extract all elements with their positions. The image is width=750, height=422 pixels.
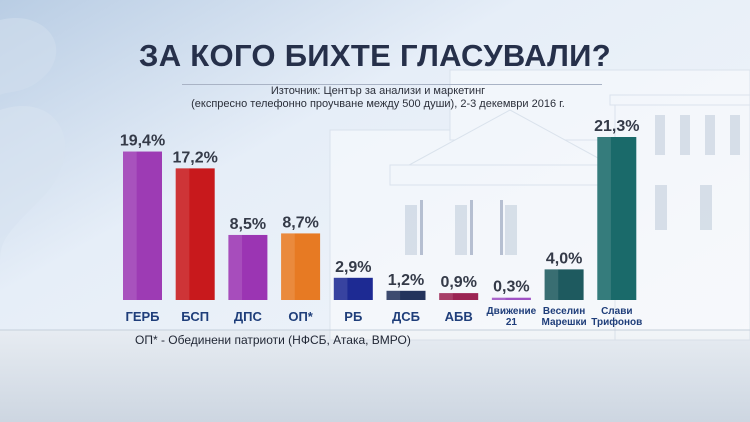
value-label: 17,2%: [173, 149, 218, 166]
value-label: 0,3%: [493, 279, 529, 296]
bar-highlight: [597, 137, 611, 300]
value-label: 21,3%: [594, 118, 639, 135]
value-label: 8,7%: [282, 214, 318, 231]
category-label: РБ: [344, 309, 362, 324]
bar-highlight: [228, 234, 243, 300]
bar: [597, 137, 637, 300]
bar: [281, 233, 321, 300]
category-label: Марешки: [542, 317, 587, 328]
category-label: ОП*: [288, 309, 313, 324]
category-label: ГЕРБ: [125, 309, 159, 324]
value-label: 19,4%: [120, 133, 165, 150]
bar-highlight: [386, 290, 401, 300]
value-label: 2,9%: [335, 259, 371, 276]
bar: [386, 290, 426, 300]
bar: [228, 234, 268, 300]
category-label: Трифонов: [591, 316, 642, 328]
category-label: 21: [506, 317, 518, 328]
page-title: ЗА КОГО БИХТЕ ГЛАСУВАЛИ?: [138, 38, 612, 73]
source-line: Източник: Център за анализи и маркетинг: [270, 85, 486, 97]
bar-highlight: [175, 168, 190, 300]
category-label: ДПС: [234, 309, 263, 324]
footnote: ОП* - Обединени патриоти (НФСБ, Атака, В…: [135, 333, 411, 347]
bar: [544, 269, 584, 300]
bar: [491, 297, 531, 300]
value-label: 8,5%: [230, 216, 266, 233]
value-label: 0,9%: [440, 274, 476, 291]
category-label: ДСБ: [392, 309, 420, 324]
bar-highlight: [491, 297, 506, 300]
category-label: Слави: [601, 306, 632, 317]
bar-highlight: [439, 293, 453, 300]
bar-highlight: [544, 269, 559, 300]
category-label: Движение: [487, 306, 537, 317]
value-label: 4,0%: [546, 250, 582, 267]
survey-note: (експресно телефонно проучване между 500…: [191, 98, 565, 110]
category-label: АБВ: [445, 309, 473, 324]
bar-highlight: [123, 151, 137, 300]
bar: [175, 168, 215, 300]
bar: [123, 151, 162, 300]
bar: [439, 293, 479, 300]
bar-highlight: [281, 233, 295, 300]
bar: [333, 277, 373, 300]
title-divider: [182, 84, 602, 85]
category-label: Веселин: [543, 306, 585, 317]
value-label: 1,2%: [388, 272, 424, 289]
bar-highlight: [333, 277, 348, 300]
category-label: БСП: [181, 309, 209, 324]
